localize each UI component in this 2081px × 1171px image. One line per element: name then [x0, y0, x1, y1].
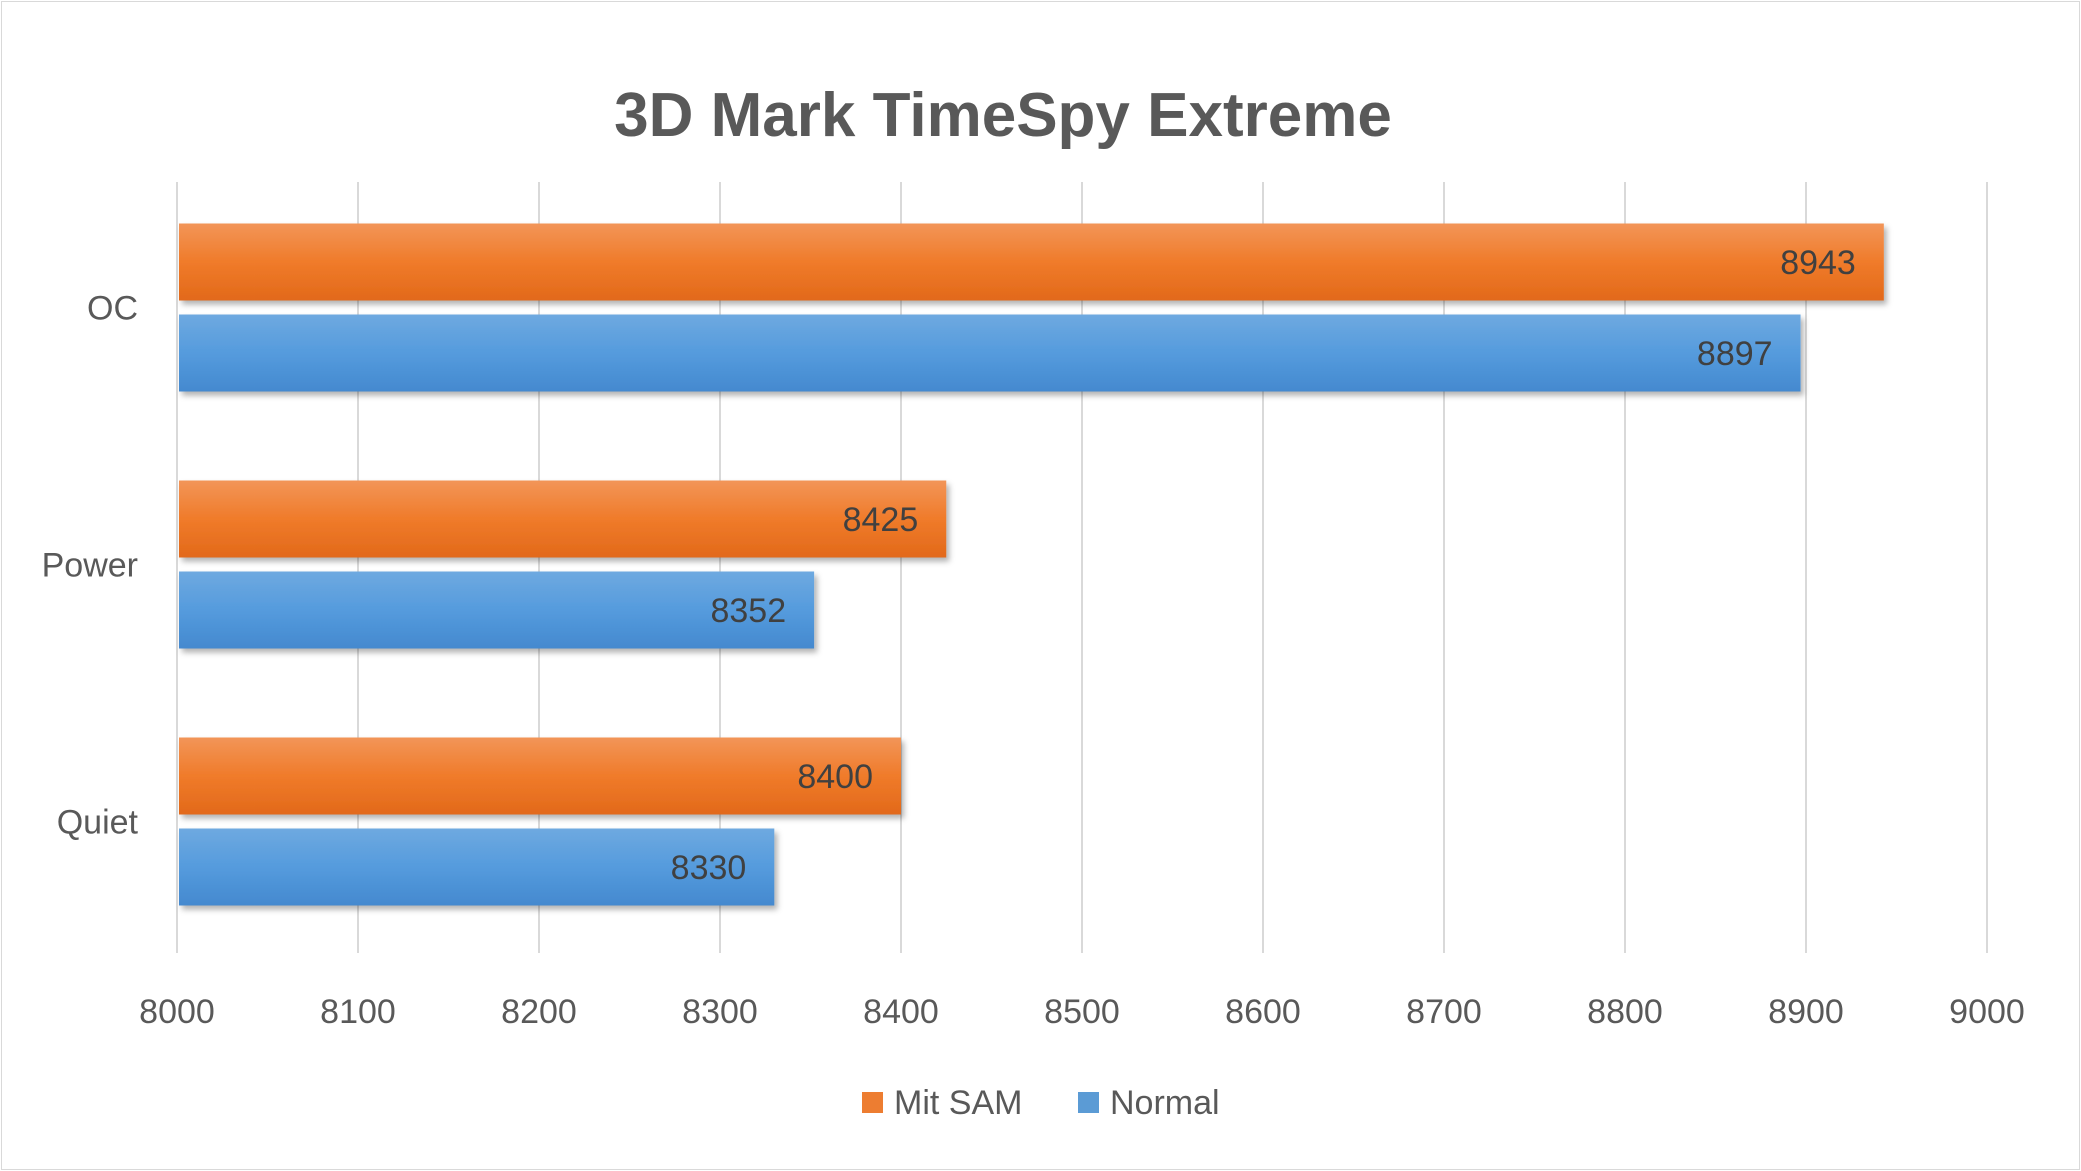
data-label: 8400	[797, 758, 873, 796]
data-label: 8943	[1780, 244, 1856, 282]
data-label: 8330	[671, 849, 747, 887]
x-tick-label: 8500	[1044, 993, 1120, 1031]
bar-normal	[179, 571, 815, 649]
category-label: Power	[42, 547, 138, 585]
bar-mit-sam	[179, 223, 1884, 301]
chart-title: 3D Mark TimeSpy Extreme	[614, 81, 1392, 150]
x-tick-label: 8700	[1406, 993, 1482, 1031]
bar-mit-sam	[179, 480, 947, 558]
data-label: 8897	[1697, 335, 1773, 373]
category-label: OC	[87, 290, 138, 328]
category-label: Quiet	[57, 804, 139, 842]
x-tick-label: 9000	[1949, 993, 2025, 1031]
x-tick-label: 8800	[1587, 993, 1663, 1031]
bar-normal	[179, 314, 1801, 392]
x-tick-label: 8300	[682, 993, 758, 1031]
legend-label: Normal	[1110, 1084, 1220, 1122]
bar-mit-sam	[179, 737, 901, 815]
bar-normal	[179, 828, 775, 906]
x-tick-label: 8900	[1768, 993, 1844, 1031]
x-tick-label: 8000	[139, 993, 215, 1031]
legend-swatch	[1078, 1092, 1099, 1113]
x-tick-label: 8400	[863, 993, 939, 1031]
legend-swatch	[862, 1092, 883, 1113]
legend-label: Mit SAM	[894, 1084, 1022, 1122]
x-tick-label: 8600	[1225, 993, 1301, 1031]
data-label: 8425	[843, 501, 919, 539]
data-label: 8352	[710, 592, 786, 630]
x-tick-label: 8100	[320, 993, 396, 1031]
x-tick-label: 8200	[501, 993, 577, 1031]
